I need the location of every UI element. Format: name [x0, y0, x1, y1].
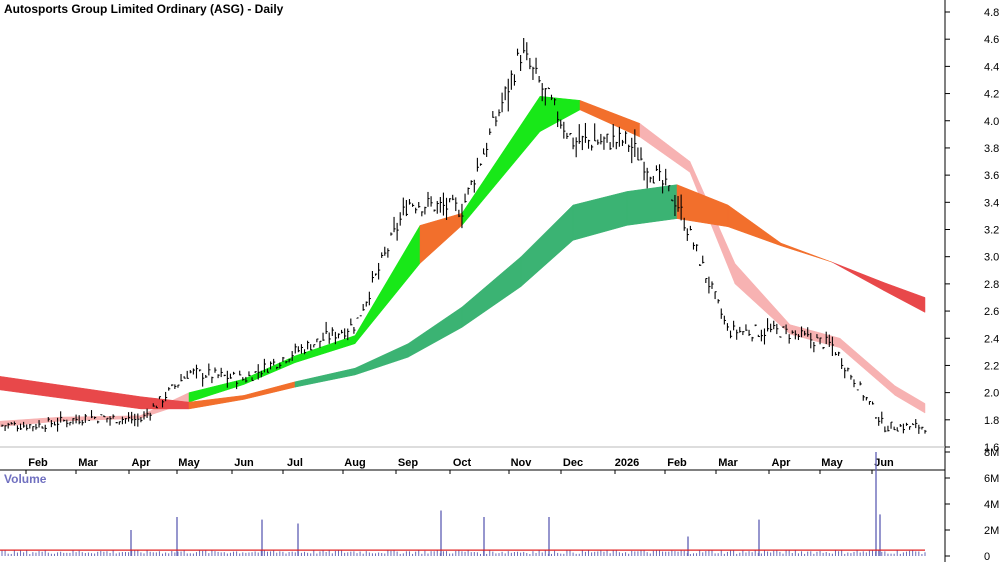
- long-term-ribbon-segment: [294, 367, 356, 388]
- short-term-ribbon-segment: [354, 224, 421, 345]
- volume-tick-label: 2M: [984, 525, 999, 537]
- month-label: Mar: [78, 457, 98, 469]
- price-tick-label: 4.8: [984, 7, 999, 19]
- volume-panel: [0, 452, 926, 556]
- price-tick-label: 2.6: [984, 306, 999, 318]
- month-label: Feb: [667, 457, 687, 469]
- month-label: 2026: [615, 457, 639, 469]
- long-term-ribbon-segment: [243, 381, 296, 400]
- long-term-ribbon-segment: [572, 191, 628, 241]
- short-term-ribbon-segment: [539, 96, 581, 133]
- month-label: Sep: [398, 457, 418, 469]
- volume-tick-label: 0: [984, 551, 990, 562]
- volume-tick-label: 8M: [984, 447, 999, 459]
- short-term-ribbon-segment: [294, 335, 356, 364]
- price-tick-label: 4.2: [984, 89, 999, 101]
- price-bars: [1, 37, 927, 434]
- volume-tick-label: 6M: [984, 473, 999, 485]
- price-tick-label: 4.6: [984, 34, 999, 46]
- price-axis: 1.6 1.8 2.0 2.2 2.4 2.6 2.8 3.0 3.2 3.4 3.6 3.8 4.0 4…: [945, 7, 999, 454]
- price-tick-label: 3.8: [984, 143, 999, 155]
- short-term-ribbon-segment: [461, 95, 541, 227]
- month-label: Jun: [234, 457, 254, 469]
- price-tick-label: 4.4: [984, 61, 999, 73]
- long-term-ribbon-segment: [883, 282, 926, 313]
- short-term-ribbon-segment: [59, 415, 141, 422]
- long-term-ribbon-segment: [626, 184, 678, 226]
- month-label: Feb: [28, 457, 48, 469]
- short-term-ribbon-segment: [579, 99, 641, 138]
- long-term-ribbon-segment: [354, 343, 409, 376]
- month-label: Mar: [718, 457, 738, 469]
- month-label: Jul: [287, 457, 303, 469]
- price-tick-label: 2.0: [984, 388, 999, 400]
- chart-title: Autosports Group Limited Ordinary (ASG) …: [4, 2, 284, 16]
- time-axis: Feb Mar Apr May Jun Jul Aug Sep Oct Nov Dec 2026 Feb…: [25, 457, 894, 474]
- price-tick-label: 2.8: [984, 279, 999, 291]
- price-tick-label: 2.4: [984, 333, 999, 345]
- price-tick-label: 1.8: [984, 415, 999, 427]
- price-tick-label: 3.2: [984, 225, 999, 237]
- long-term-ribbon-segment: [831, 261, 885, 292]
- price-tick-label: 3.0: [984, 252, 999, 264]
- moving-average-ribbons: [0, 95, 926, 427]
- month-label: May: [821, 457, 843, 469]
- month-label: May: [178, 457, 200, 469]
- short-term-ribbon-segment: [734, 262, 791, 335]
- month-label: Nov: [511, 457, 533, 469]
- short-term-ribbon-segment: [639, 122, 691, 173]
- long-term-ribbon-segment: [461, 256, 522, 328]
- month-label: Apr: [132, 457, 152, 469]
- long-term-ribbon-segment: [727, 204, 782, 247]
- long-term-ribbon-segment: [407, 306, 463, 358]
- volume-axis: 0 2M 4M 6M 8M: [945, 447, 999, 562]
- month-label: Aug: [344, 457, 365, 469]
- price-tick-label: 2.2: [984, 360, 999, 372]
- long-term-ribbon-segment: [520, 204, 574, 288]
- month-label: Jun: [874, 457, 894, 469]
- price-tick-label: 1.6: [984, 442, 999, 454]
- price-tick-label: 4.0: [984, 116, 999, 128]
- volume-tick-label: 4M: [984, 499, 999, 511]
- month-label: Apr: [772, 457, 792, 469]
- short-term-ribbon-segment: [839, 337, 896, 396]
- long-term-ribbon-segment: [780, 242, 833, 263]
- short-term-ribbon-segment: [419, 212, 463, 265]
- volume-panel-label: Volume: [4, 472, 47, 486]
- price-tick-label: 3.6: [984, 170, 999, 182]
- month-label: Oct: [453, 457, 472, 469]
- short-term-ribbon-segment: [894, 385, 926, 414]
- long-term-ribbon-segment: [0, 376, 142, 410]
- price-tick-label: 3.4: [984, 197, 999, 209]
- month-label: Dec: [563, 457, 583, 469]
